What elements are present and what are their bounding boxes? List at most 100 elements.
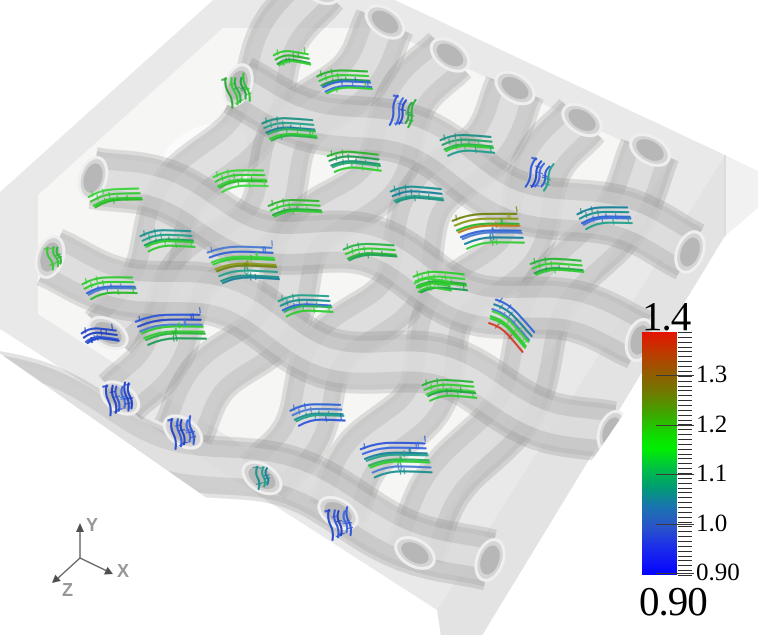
streamline-tick (398, 189, 401, 197)
streamline-strand (104, 384, 112, 417)
streamline-tick (596, 209, 600, 216)
streamline-tick (626, 216, 630, 223)
streamline-tick (285, 126, 288, 133)
colorbar-minor-tick (678, 541, 692, 542)
streamline-strand (264, 467, 270, 486)
streamline-tick (90, 336, 93, 344)
streamline-bundle (576, 206, 633, 231)
streamline-tick (455, 214, 458, 221)
streamline-tick (403, 468, 406, 475)
streamline-tick (438, 279, 441, 286)
tube-end-opening (83, 163, 103, 193)
streamline-tick (119, 283, 123, 290)
streamline-tick (463, 143, 466, 150)
colorbar-minor-tick (678, 336, 692, 338)
streamline-strand (188, 415, 196, 446)
streamline-tick (442, 382, 445, 389)
streamline-strand (398, 99, 408, 125)
streamline-bundle (87, 187, 143, 209)
colorbar-minor-tick (678, 443, 692, 445)
streamline-tick (407, 119, 414, 122)
streamline-tick (399, 458, 402, 465)
streamline-tick (239, 86, 247, 90)
streamline-strand (445, 144, 495, 153)
streamline-strand (394, 97, 405, 126)
streamline-tick (498, 303, 504, 310)
streamline-strand (373, 470, 433, 479)
colorbar-minor-tick (678, 477, 692, 479)
colorbar-minor-tick (678, 482, 692, 484)
streamline-bundle (326, 149, 382, 173)
streamline-strand (326, 150, 379, 158)
streamline-tick (542, 174, 549, 178)
streamline-strand (94, 198, 143, 209)
streamline-tick (543, 182, 550, 186)
streamline-tick (392, 94, 400, 97)
streamline-strand (576, 206, 629, 216)
streamline-tick (181, 441, 188, 445)
yarn-tube (38, 237, 623, 454)
streamline-tick (614, 213, 618, 220)
streamline-tick (338, 532, 345, 536)
streamline-strand (542, 163, 555, 192)
streamline-tick (291, 293, 295, 300)
streamline-bundle (342, 242, 398, 262)
streamline-tick (174, 241, 178, 249)
streamline-tick (102, 384, 109, 388)
streamline-tick (172, 330, 175, 337)
streamline-bundle (529, 256, 585, 276)
streamline-tick (124, 383, 131, 386)
colorbar-minor-tick (678, 570, 692, 572)
colorbar-minor-tick (678, 395, 692, 397)
streamline-tick (184, 319, 187, 326)
streamline-tick (254, 273, 257, 281)
streamline-tick (405, 111, 412, 114)
streamline-tick (232, 172, 236, 179)
streamline-strand (80, 327, 117, 335)
streamline-tick (393, 185, 396, 192)
streamline-tick (417, 277, 420, 284)
streamline-tick (590, 206, 593, 213)
streamline-tick (492, 234, 495, 241)
streamline-tick (425, 379, 428, 386)
streamline-tick (264, 246, 267, 253)
streamline-tick (315, 301, 318, 308)
streamline-strand (348, 253, 398, 262)
streamline-strand (427, 389, 477, 398)
streamline-tick (258, 466, 265, 469)
streamline-tick (427, 269, 430, 276)
streamline-tick (119, 395, 127, 399)
colorbar-minor-tick (678, 351, 692, 353)
streamline-strand (421, 378, 474, 387)
streamline-strand (260, 466, 267, 488)
streamline-strand (176, 418, 183, 448)
streamline-tick (474, 147, 477, 154)
streamline-tick (250, 176, 254, 183)
streamline-strand (271, 208, 322, 217)
streamline-strand (316, 69, 369, 78)
streamline-strand (580, 215, 631, 225)
colorbar-minor-tick (678, 414, 692, 416)
streamline-bundle (316, 68, 374, 95)
streamline-tick (303, 402, 306, 409)
streamline-bundle (421, 378, 478, 402)
streamline-tick (117, 288, 120, 295)
streamline-tick (105, 328, 108, 335)
streamline-strand (533, 267, 584, 275)
streamline-tick (520, 337, 526, 344)
streamline-strand (273, 209, 323, 218)
streamline-tick (612, 218, 615, 225)
streamline-strand (491, 310, 530, 343)
streamline-strand (412, 270, 465, 278)
streamline-bundle (80, 323, 120, 345)
streamline-tick (335, 86, 338, 93)
colorbar-minor-tick (678, 429, 692, 431)
streamline-strand (285, 309, 334, 318)
streamline-bundle (252, 465, 271, 490)
colorbar-minor-tick (678, 332, 692, 333)
streamline-tick (460, 137, 463, 144)
colorbar-minor-tick (678, 341, 692, 343)
streamline-strand (147, 244, 196, 253)
